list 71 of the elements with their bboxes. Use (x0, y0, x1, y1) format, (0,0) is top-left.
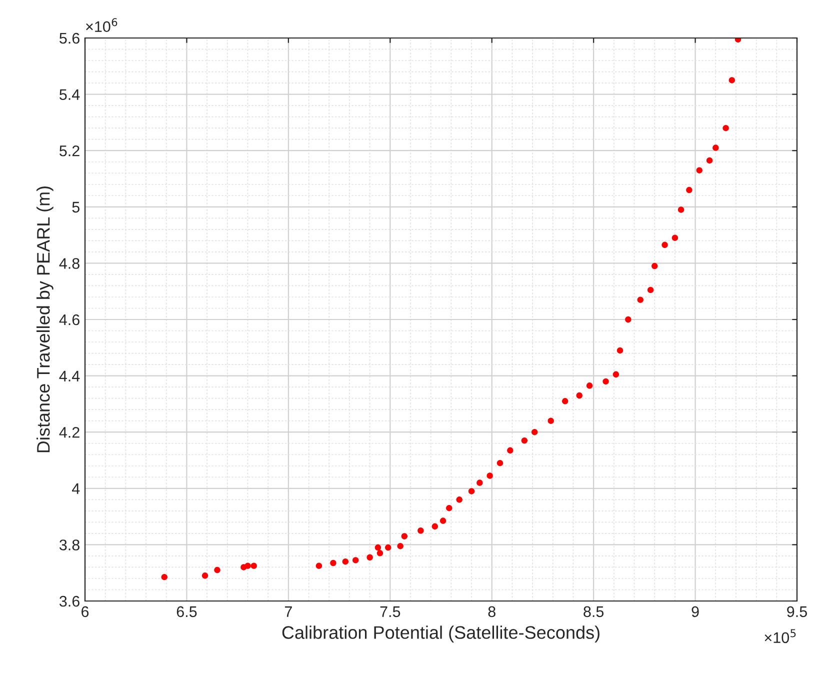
y-tick-label: 4.6 (59, 314, 80, 326)
point (342, 558, 348, 565)
x-tick-label: 9 (692, 606, 699, 618)
y-axis-title: Distance Travelled by PEARL (m) (36, 186, 54, 452)
point (486, 472, 493, 479)
text: ×10$^{5}$ (764, 629, 796, 644)
point (397, 543, 404, 550)
y-tick-label: 5 (72, 202, 80, 213)
point (244, 562, 251, 569)
point (316, 562, 322, 569)
point (432, 523, 438, 530)
point (586, 382, 593, 389)
x-tick-label: 7 (284, 606, 292, 617)
point (376, 550, 384, 556)
point (672, 234, 678, 241)
point (468, 488, 475, 494)
point (214, 566, 220, 574)
y-tick-label: 3.8 (59, 540, 80, 550)
y-tick-label: 4 (72, 483, 80, 494)
point (662, 242, 668, 248)
y-tick-label: 4.4 (59, 370, 80, 382)
point (602, 378, 609, 385)
point (330, 560, 336, 566)
x-tick-label: 9.5 (787, 606, 807, 618)
x-tick-label: 6.5 (176, 606, 197, 618)
point (722, 124, 729, 132)
text: ×10$^{6}$ (86, 18, 118, 32)
point (366, 554, 373, 560)
point (734, 38, 742, 43)
x-axis-title: Calibration Potential (Satellite-Seconds) (282, 626, 600, 642)
y-tick-label: 3.6 (59, 596, 80, 607)
point (706, 157, 713, 164)
point (476, 480, 483, 486)
point (418, 528, 424, 534)
point (456, 496, 462, 503)
y-tick-label: 5.6 (60, 32, 80, 44)
x-tick-label: 7.5 (380, 606, 400, 618)
point (678, 206, 684, 213)
point (647, 286, 654, 294)
point (728, 77, 736, 84)
point (625, 316, 632, 323)
point (548, 418, 554, 424)
y-tick-label: 5.2 (60, 145, 80, 156)
y-tick-label: 5.4 (60, 89, 80, 100)
x-tick-label: 8.5 (584, 606, 604, 618)
point (496, 460, 504, 466)
point (616, 347, 624, 354)
point (250, 562, 257, 569)
point (352, 557, 359, 564)
point (385, 544, 392, 551)
point (612, 371, 620, 378)
y-tick-label: 4.8 (59, 258, 80, 269)
point (202, 572, 208, 579)
y-tick-label: 4.2 (59, 426, 80, 438)
point (531, 428, 538, 436)
point (712, 144, 719, 151)
x-tick-label: 8 (488, 606, 496, 618)
point (696, 167, 702, 174)
point (440, 518, 446, 524)
point (161, 574, 168, 580)
point (507, 447, 514, 454)
point (576, 392, 582, 399)
point (686, 186, 692, 194)
point (401, 533, 408, 540)
x-tick-label: 6 (82, 606, 89, 618)
point (374, 544, 382, 551)
point (446, 505, 452, 512)
point (562, 398, 568, 404)
point (651, 262, 658, 270)
point (637, 296, 644, 303)
point (521, 437, 528, 444)
